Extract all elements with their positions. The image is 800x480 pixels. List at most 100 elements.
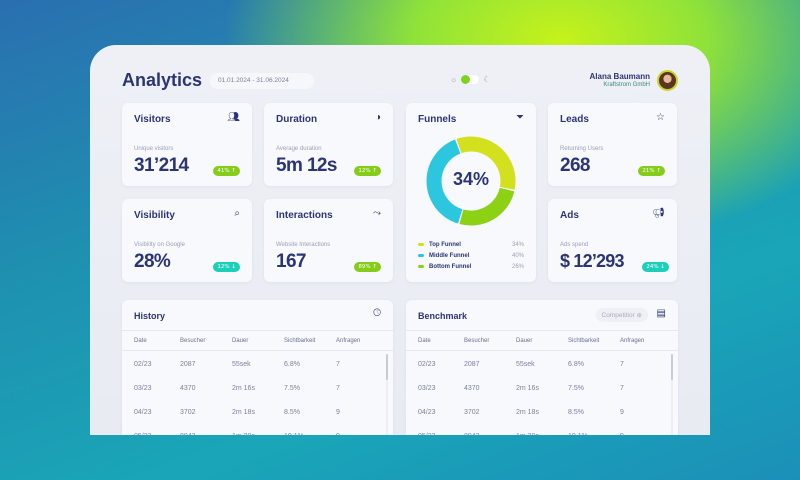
- megaphone-icon: 📢︎: [652, 208, 665, 219]
- card-subtitle: Ads spend: [560, 242, 589, 248]
- filter-icon[interactable]: ⏷: [516, 112, 524, 123]
- table-cell: 1m 20s: [516, 433, 568, 436]
- card-title: Funnels: [418, 114, 457, 125]
- donut-segment-middle-funnel[interactable]: [426, 139, 463, 224]
- table-cell: 1m 20s: [232, 433, 284, 436]
- ads-card: Ads 📢︎ Ads spend $ 12’293 24% ↓: [548, 199, 677, 282]
- history-icon[interactable]: 🕓︎: [373, 308, 381, 319]
- table-cell: 03/23: [134, 384, 152, 392]
- page-title: Analytics: [122, 70, 203, 90]
- donut-segment-bottom-funnel[interactable]: [459, 187, 515, 226]
- table-cell: 6.8%: [284, 360, 300, 368]
- trend-badge: 12% ↓: [213, 262, 240, 272]
- table-cell: 3702: [464, 408, 480, 416]
- table-cell: 10.1%: [568, 433, 620, 436]
- card-subtitle: Unique visitors: [134, 146, 174, 152]
- table-row[interactable]: 02/23 2087 55sek 6.8% 7: [122, 352, 393, 376]
- user-name: Alana Baumann: [589, 72, 650, 81]
- table-row[interactable]: 02/23 2087 55sek 6.8% 7: [406, 352, 678, 376]
- table-cell: 6.8%: [568, 360, 584, 368]
- table-cell: 3702: [180, 408, 196, 416]
- table-cell: 4370: [180, 384, 196, 392]
- scan-icon: ⌕: [234, 208, 240, 219]
- card-title: Leads: [560, 114, 589, 125]
- toggle-switch[interactable]: [461, 75, 480, 84]
- sun-icon: ☼: [450, 75, 458, 84]
- card-value: 28%: [134, 251, 171, 272]
- card-value: 31’214: [134, 155, 189, 176]
- table-cell: 7: [620, 360, 624, 368]
- table-cell: 9: [620, 433, 660, 436]
- table-cell: 7.5%: [284, 384, 300, 392]
- table-cell: 2m 16s: [516, 384, 539, 392]
- table-header: Date Besucher Dauer Sichtbarkeit Anfragen: [406, 330, 678, 351]
- donut-segment-top-funnel[interactable]: [456, 136, 516, 190]
- card-value: 268: [560, 155, 591, 176]
- table-cell: 7: [336, 384, 340, 392]
- trend-badge: 41% ↑: [213, 166, 240, 176]
- table-cell: 8943: [180, 433, 232, 436]
- table-cell: 2087: [180, 360, 196, 368]
- trend-badge: 12% ↑: [354, 166, 381, 176]
- table-row[interactable]: 03/23 4370 2m 16s 7.5% 7: [406, 376, 678, 400]
- dashboard-panel: Analytics 01.01.2024 - 31.06.2024 ☼ ☾ Al…: [90, 45, 710, 435]
- table-cell: 10.1%: [284, 433, 336, 436]
- table-cell: 55sek: [516, 360, 535, 368]
- table-cell: 03/23: [418, 384, 436, 392]
- table-header: Date Besucher Dauer Sichtbarkeit Anfragen: [122, 330, 393, 351]
- interactions-card: Interactions ⤳ Website Interactions 167 …: [264, 199, 393, 282]
- table-cell: 2m 18s: [516, 408, 539, 416]
- table-cell: 55sek: [232, 360, 251, 368]
- table-cell: 9: [620, 408, 624, 416]
- avatar[interactable]: [657, 70, 678, 91]
- table-cell: 7: [620, 384, 624, 392]
- clock-pie-icon: ◑: [374, 112, 381, 123]
- table-row[interactable]: 03/23 4370 2m 16s 7.5% 7: [122, 376, 393, 400]
- card-subtitle: Average duration: [276, 146, 322, 152]
- table-row[interactable]: 05/2389431m 20s10.1%9: [406, 424, 678, 436]
- date-range-picker[interactable]: 01.01.2024 - 31.06.2024: [210, 73, 314, 89]
- table-cell: 04/23: [418, 408, 436, 416]
- user-info[interactable]: Alana Baumann Kraftstrom GmbH: [590, 72, 650, 88]
- card-subtitle: Website Interactions: [276, 242, 331, 248]
- card-value: $ 12’293: [560, 251, 624, 271]
- card-subtitle: Visibility on Google: [134, 242, 185, 248]
- trend-badge: 89% ↑: [354, 262, 381, 272]
- table-cell: 02/23: [418, 360, 436, 368]
- table-cell: 7: [336, 360, 340, 368]
- scrollbar-track[interactable]: [386, 354, 388, 435]
- visibility-card: Visibility ⌕ Visibility on Google 28% 12…: [122, 199, 252, 282]
- card-title: Visibility: [134, 210, 175, 221]
- scrollbar-thumb[interactable]: [386, 354, 388, 380]
- table-row[interactable]: 04/23 3702 2m 18s 8.5% 9: [406, 400, 678, 424]
- scrollbar-thumb[interactable]: [671, 354, 673, 380]
- visitors-card: Visitors 👥︎ Unique visitors 31’214 41% ↑: [122, 103, 252, 186]
- scrollbar-track[interactable]: [671, 354, 673, 435]
- competitor-select[interactable]: Competitior ⊕: [595, 308, 648, 322]
- table-cell: 02/23: [134, 360, 152, 368]
- card-title: Ads: [560, 210, 579, 221]
- leads-card: Leads ☆ Returning Users 268 21% ↑: [548, 103, 677, 186]
- table-row[interactable]: 05/2389431m 20s10.1%9: [122, 424, 393, 436]
- legend-item-top: Top Funnel 34%: [418, 242, 524, 248]
- table-cell: 9: [336, 408, 340, 416]
- table-cell: 05/23: [418, 433, 464, 436]
- card-value: 167: [276, 251, 307, 272]
- funnels-card: Funnels ⏷ 34% Top Funnel 34% Middle Funne…: [406, 103, 536, 282]
- store-icon[interactable]: ▤: [656, 308, 666, 319]
- table-cell: 4370: [464, 384, 480, 392]
- table-row[interactable]: 04/23 3702 2m 18s 8.5% 9: [122, 400, 393, 424]
- legend-item-middle: Middle Funnel 40%: [418, 253, 524, 259]
- card-title: Duration: [276, 114, 318, 125]
- duration-card: Duration ◑ Average duration 5m 12s 12% ↑: [264, 103, 393, 186]
- card-title: Interactions: [276, 210, 333, 221]
- moon-icon: ☾: [483, 75, 491, 84]
- legend-item-bottom: Bottom Funnel 26%: [418, 264, 524, 270]
- users-icon: 👥︎: [227, 112, 240, 123]
- benchmark-table: Benchmark Competitior ⊕ ▤ Date Besucher Da…: [406, 300, 678, 435]
- table-cell: 8.5%: [284, 408, 300, 416]
- table-cell: 2m 16s: [232, 384, 255, 392]
- card-title: Visitors: [134, 114, 171, 125]
- theme-toggle[interactable]: ☼ ☾: [450, 75, 491, 84]
- table-title: History: [134, 311, 166, 321]
